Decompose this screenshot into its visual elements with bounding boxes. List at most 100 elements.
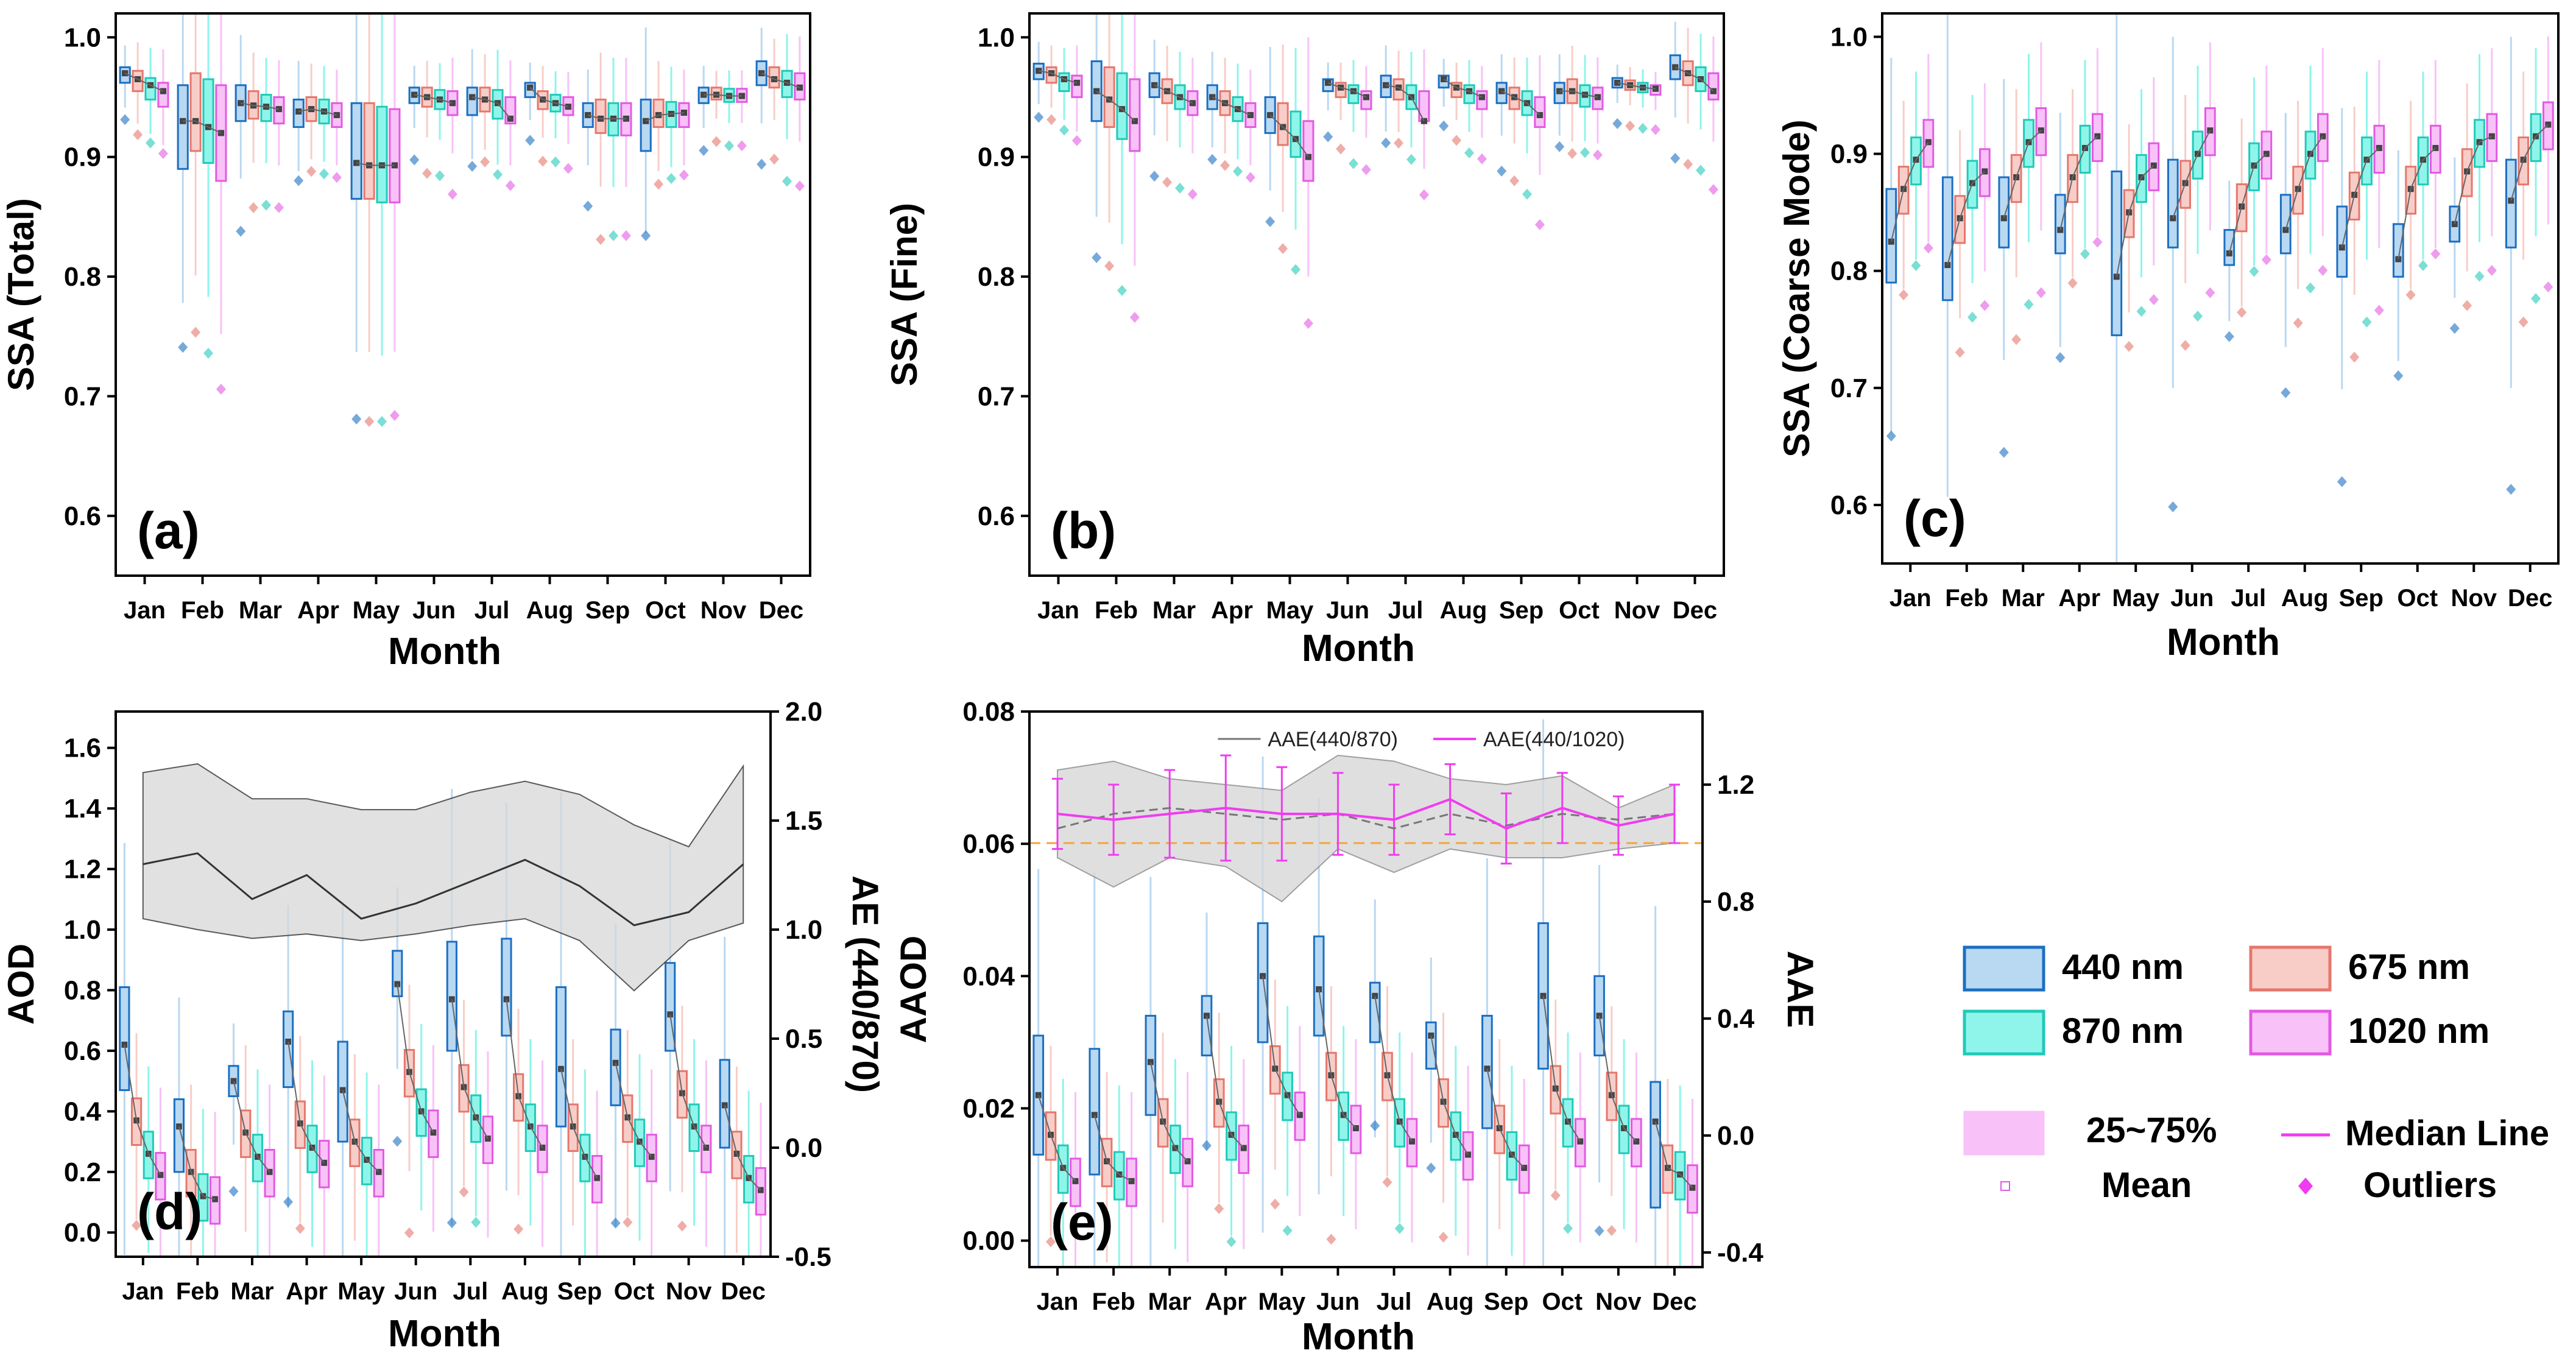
median-link [1237,108,1251,116]
median-link [1526,102,1540,116]
legend-aae1020-label: AAE(440/1020) [1483,728,1625,751]
outlier-point [295,1223,305,1234]
y2-tick-label: 0.5 [785,1024,822,1054]
y2-axis-title: AAE [1780,951,1821,1028]
panel-label: (d) [137,1183,202,1240]
median-link [2241,165,2255,207]
x-tick-label-mar: Mar [230,1278,273,1305]
outlier-point [2124,341,2134,352]
outlier-point [331,172,342,183]
outlier-point [447,188,457,200]
outlier-point [2486,264,2497,276]
box-440-Feb [173,1098,185,1173]
median-link [1623,1128,1637,1142]
median-link [1890,188,1905,242]
outlier-point [1034,111,1044,123]
outlier-point [1046,114,1057,125]
outlier-point [1886,430,1896,442]
outlier-point [446,1217,457,1229]
outlier-point [2362,316,2372,328]
median-link [761,72,775,80]
y2-tick-label: 0.0 [785,1133,822,1163]
x-tick-label-dec: Dec [1652,1288,1696,1315]
x-tick-label-apr: Apr [2058,585,2100,612]
y-tick-label: 1.4 [64,794,102,824]
y-tick-label: 0.7 [978,381,1015,411]
median-link [137,79,151,86]
outlier-point [2168,501,2178,513]
outlier-point [1394,1223,1405,1234]
outlier-point [1406,154,1416,165]
median-mark [680,109,688,116]
outlier-point [435,170,445,182]
outlier-point [2349,351,2360,363]
median-link [671,112,684,115]
outlier-point [273,202,284,213]
outlier-point [2261,254,2271,266]
x-tick-label-apr: Apr [286,1278,328,1305]
median-link [356,162,370,166]
legend-label-870: 870 nm [2062,1011,2184,1051]
median-link [1572,90,1586,96]
legend-iqr-swatch [1963,1111,2045,1156]
series-675nm [132,13,780,427]
x-tick-label-sep: Sep [1484,1288,1528,1315]
outlier-point [191,327,201,338]
y2-tick-label: 0.0 [1717,1121,1754,1151]
outlier-point [1550,1190,1561,1201]
x-axis-title: Month [388,631,501,673]
outlier-point [2205,287,2215,298]
outlier-point [1278,243,1288,255]
median-link [195,120,209,128]
median-link [463,1087,477,1118]
outlier-point [1534,219,1545,230]
outlier-point [2449,323,2460,334]
median-link [1511,1154,1525,1168]
median-link [2310,136,2324,155]
series-1020nm [157,13,806,422]
outlier-point [404,1227,414,1238]
y-tick-label: 0.7 [1830,373,1868,403]
outlier-point [1149,171,1160,182]
box-440-Oct [640,98,652,152]
median-link [203,1195,216,1200]
x-tick-label-jun: Jun [2170,585,2214,612]
box-440-Jul [1369,981,1381,1044]
median-link [451,999,465,1087]
box-440-Apr [1201,995,1213,1057]
outlier-point [2306,282,2315,294]
x-tick-label-aug: Aug [1440,597,1487,624]
median-link [774,79,788,83]
outlier-point [699,145,709,157]
median-mark [1147,1059,1154,1065]
x-tick-label-nov: Nov [1595,1288,1642,1315]
median-link [736,1153,750,1179]
median-link [1327,82,1341,88]
panel-label: (a) [137,502,200,559]
series-675nm [130,984,743,1257]
median-link [245,1132,258,1157]
median-link [1037,1095,1051,1136]
median-link [2028,130,2042,143]
outlier-point [294,175,304,186]
y-tick-label: 0.8 [64,262,101,292]
outlier-point [158,147,168,159]
outlier-point [769,154,780,165]
median-link [1617,82,1631,86]
median-link [1230,1134,1244,1149]
plot-frame [115,710,772,1258]
median-link [748,1178,761,1191]
panel-c: 0.6 0.7 0.8 0.9 1.0 Jan Feb Mar Apr May Jun Jul Aug S… [1776,12,2560,663]
y-tick-label: 0.04 [962,961,1015,991]
outlier-point [1303,317,1313,329]
x-tick-label-oct: Oct [2397,585,2438,612]
outlier-point [2148,294,2159,305]
median-link [1903,159,1917,189]
series-870nm [1058,13,1707,296]
outlier-point [2237,306,2247,318]
outlier-point [364,415,375,427]
outlier-point [2293,317,2303,329]
box-440-Jul [2223,228,2235,266]
outlier-point [623,1217,633,1228]
box-440-Dec [1650,1081,1661,1209]
